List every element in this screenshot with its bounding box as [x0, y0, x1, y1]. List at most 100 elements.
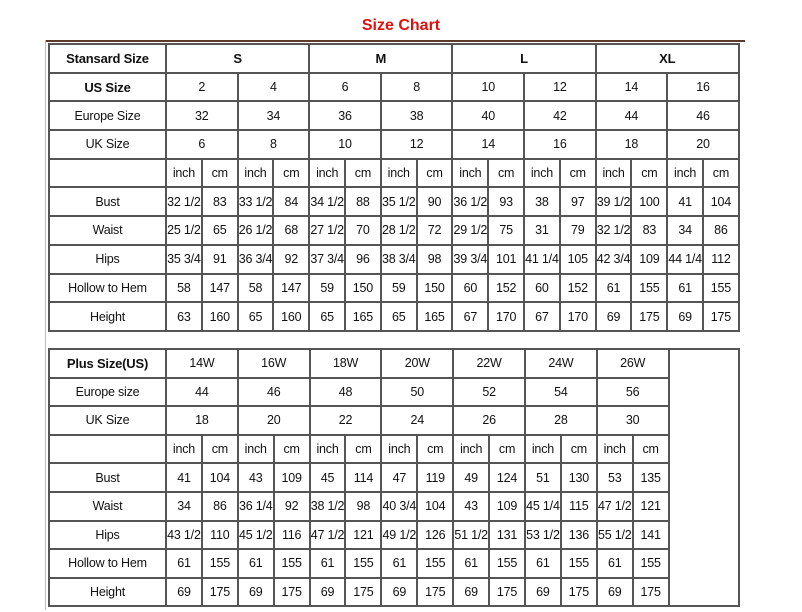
measurement-value: 65	[379, 301, 418, 332]
unit-cm: cm	[416, 433, 455, 465]
measurement-value: 104	[702, 186, 740, 218]
measurement-value: 155	[272, 548, 311, 579]
measurement-value: 67	[523, 301, 561, 332]
measurement-value: 65	[236, 301, 275, 332]
measurement-value: 136	[559, 519, 598, 551]
size-group-header: L	[451, 43, 597, 74]
measurement-value: 61	[523, 548, 562, 579]
measurement-value: 109	[630, 243, 669, 275]
unit-inch: inch	[523, 157, 561, 189]
measurement-value: 121	[344, 519, 383, 551]
size-group-header: M	[308, 43, 454, 74]
size-row: US Size 2 4 6 8 10 12 14 16	[48, 71, 740, 103]
measurement-value: 41	[165, 462, 203, 493]
measurement-value: 63	[165, 301, 203, 332]
unit-cm: cm	[630, 157, 669, 189]
unit-cm: cm	[558, 157, 597, 189]
size-group-header: XL	[594, 43, 740, 74]
row-label: Bust	[48, 462, 167, 493]
row-label: UK Size	[48, 129, 167, 160]
measurement-value: 114	[344, 462, 383, 493]
chart-title: Size Chart	[361, 17, 441, 34]
size-value: 34	[236, 100, 311, 132]
unit-inch: inch	[452, 433, 491, 465]
measurement-value: 175	[200, 576, 239, 608]
measurement-value: 47	[380, 462, 419, 493]
unit-inch: inch	[666, 157, 705, 189]
measurement-value: 170	[558, 301, 597, 332]
unit-cm: cm	[631, 433, 670, 465]
measurement-value: 38 1/2	[308, 490, 347, 522]
size-value: 18	[594, 129, 669, 160]
measurement-value: 147	[272, 272, 311, 304]
measurement-value: 170	[487, 301, 526, 332]
measurement-value: 91	[200, 243, 239, 275]
size-value: 20	[666, 129, 740, 160]
measurement-value: 155	[344, 548, 383, 579]
standard-size-table: Stansard Size S M L XL US Size 2 4 6 8 10 12 14 16 Eur…	[48, 43, 740, 332]
measurement-value: 61	[595, 548, 634, 579]
measurement-value: 86	[200, 490, 239, 522]
measurement-value: 61	[380, 548, 419, 579]
measurement-value: 68	[272, 215, 311, 246]
size-value: 8	[379, 71, 454, 103]
measurement-value: 88	[344, 186, 382, 218]
measurement-value: 70	[344, 215, 382, 246]
unit-cm: cm	[200, 433, 239, 465]
unit-cm: cm	[344, 433, 383, 465]
measurement-value: 61	[452, 548, 491, 579]
measurement-value: 104	[200, 462, 239, 493]
size-value: 42	[523, 100, 597, 132]
measurement-value: 116	[272, 519, 311, 551]
unit-inch: inch	[595, 433, 634, 465]
size-value: 16W	[236, 348, 311, 379]
size-value: 16	[523, 129, 597, 160]
measurement-row: Hips 35 3/4 91 36 3/4 92 37 3/4 96 38 3/4 98 39 3…	[48, 243, 740, 275]
measurement-value: 43	[236, 462, 275, 493]
measurement-value: 104	[416, 490, 455, 522]
measurement-value: 90	[415, 186, 454, 218]
size-value: 4	[236, 71, 311, 103]
left-rule	[45, 40, 46, 610]
row-label: Height	[48, 301, 167, 332]
empty-column	[667, 347, 740, 608]
measurement-value: 93	[487, 186, 526, 218]
size-value: 6	[308, 71, 382, 103]
measurement-value: 83	[630, 215, 669, 246]
measurement-value: 49	[452, 462, 491, 493]
measurement-value: 175	[559, 576, 598, 608]
measurement-value: 58	[165, 272, 203, 304]
size-value: 30	[595, 405, 670, 436]
measurement-value: 150	[344, 272, 382, 304]
measurement-value: 155	[630, 272, 669, 304]
measurement-value: 155	[488, 548, 526, 579]
size-value: 26W	[595, 348, 670, 379]
size-value: 24	[380, 405, 455, 436]
size-value: 6	[165, 129, 239, 160]
size-value: 22	[308, 405, 383, 436]
measurement-value: 86	[702, 215, 740, 246]
unit-cm: cm	[702, 157, 740, 189]
measurement-value: 160	[272, 301, 311, 332]
measurement-row: Hollow to Hem 61 155 61 155 61 155 61 155 61 155 61…	[48, 548, 739, 579]
empty-cell	[48, 157, 167, 189]
row-label: Waist	[48, 490, 167, 522]
size-value: 20W	[380, 348, 455, 379]
measurement-value: 155	[416, 548, 455, 579]
measurement-row: Waist 34 86 36 1/4 92 38 1/2 98 40 3/4 104 43 109 4…	[48, 490, 739, 522]
unit-row: inch cm inch cm inch cm inch cm inch cm inch cm inch…	[48, 157, 740, 189]
measurement-value: 152	[487, 272, 526, 304]
size-value: 22W	[452, 348, 526, 379]
measurement-value: 35 1/2	[379, 186, 418, 218]
measurement-value: 53 1/2	[523, 519, 562, 551]
measurement-value: 141	[631, 519, 670, 551]
unit-inch: inch	[594, 157, 633, 189]
size-value: 26	[452, 405, 526, 436]
measurement-value: 61	[666, 272, 705, 304]
size-value: 20	[236, 405, 311, 436]
measurement-value: 58	[236, 272, 275, 304]
row-label: US Size	[48, 71, 167, 103]
size-value: 44	[165, 376, 239, 408]
unit-cm: cm	[344, 157, 382, 189]
header-row: Stansard Size S M L XL	[48, 43, 740, 74]
